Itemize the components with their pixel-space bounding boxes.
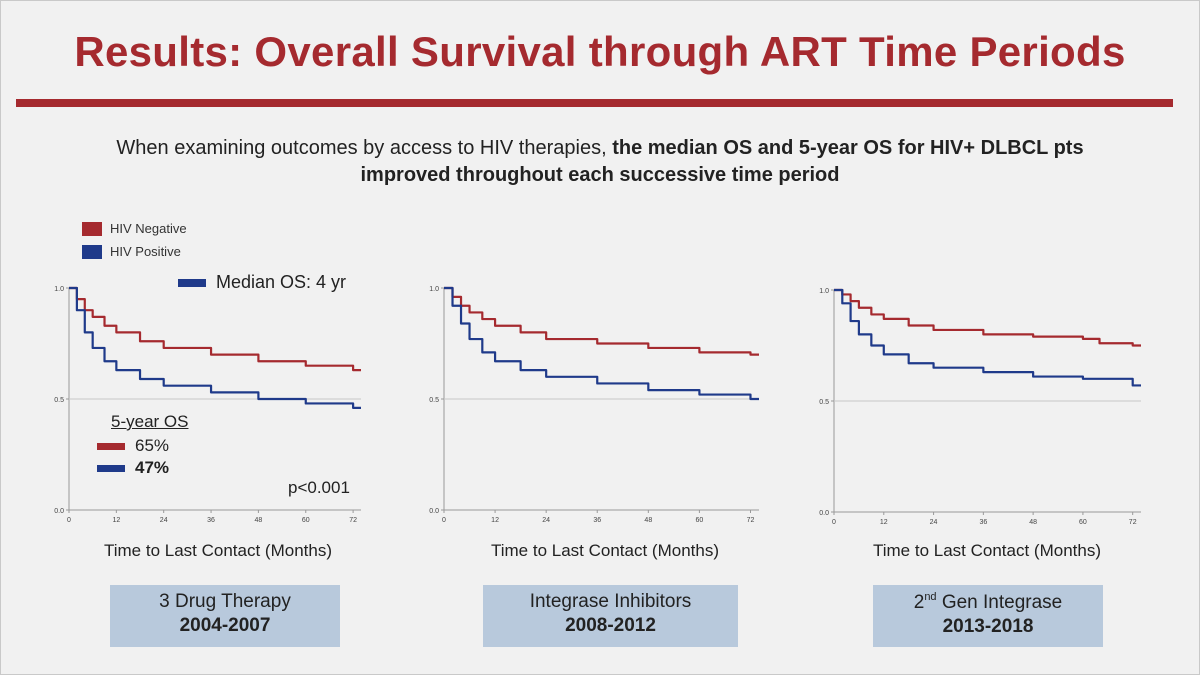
- y-tick-label: 1.0: [819, 288, 829, 295]
- five-year-value-negative: 65%: [135, 436, 170, 455]
- y-tick-label: 0.0: [819, 510, 829, 517]
- five-year-os-title: 5-year OS: [111, 412, 189, 431]
- y-tick-label: 0.0: [429, 508, 439, 515]
- period-ordinal-suffix-3: nd: [924, 591, 937, 603]
- series-hiv-positive: [834, 288, 1141, 387]
- y-tick-label: 0.5: [819, 399, 829, 406]
- legend-item-negative: HIV Negative: [82, 217, 187, 240]
- median-os-note: Median OS: 4 yr: [178, 272, 346, 293]
- legend: HIV Negative HIV Positive: [82, 217, 187, 263]
- x-tick-label: 72: [1129, 519, 1137, 526]
- period-box-1: 3 Drug Therapy 2004-2007: [110, 585, 340, 647]
- x-tick-label: 36: [979, 519, 987, 526]
- survival-chart-1: 0.0 0.5 1.0 0 12 24 36 48 60 72: [54, 286, 361, 524]
- survival-chart-3: 0.0 0.5 1.0 0 12 24 36 48 60 72: [819, 288, 1141, 526]
- subtitle: When examining outcomes by access to HIV…: [100, 135, 1100, 189]
- series-hiv-negative: [444, 286, 759, 356]
- five-year-os-negative: 65%: [97, 435, 188, 457]
- y-tick-label: 0.0: [54, 508, 64, 515]
- five-year-swatch-positive: [97, 464, 125, 472]
- chart-panel-3: 0.0 0.5 1.0 0 12 24 36 48 60 72: [810, 270, 1141, 530]
- x-tick-label: 24: [542, 517, 550, 524]
- x-tick-label: 60: [1079, 519, 1087, 526]
- period-box-3: 2nd Gen Integrase 2013-2018: [873, 585, 1103, 647]
- y-tick-label: 0.5: [54, 397, 64, 404]
- legend-item-positive: HIV Positive: [82, 240, 187, 263]
- five-year-os-box: 5-year OS 65% 47%: [97, 412, 188, 479]
- legend-label-positive: HIV Positive: [110, 244, 181, 259]
- x-axis-label-2: Time to Last Contact (Months): [490, 541, 719, 560]
- x-tick-label: 48: [644, 517, 652, 524]
- legend-swatch-negative: [82, 221, 102, 236]
- subtitle-plain: When examining outcomes by access to HIV…: [116, 137, 613, 159]
- x-tick-label: 36: [593, 517, 601, 524]
- x-tick-label: 0: [442, 517, 446, 524]
- period-name-3: 2nd Gen Integrase: [873, 591, 1103, 614]
- p-value: p<0.001: [288, 478, 350, 497]
- x-tick-label: 48: [255, 517, 263, 524]
- x-tick-label: 12: [491, 517, 499, 524]
- period-name-2: Integrase Inhibitors: [529, 591, 692, 612]
- x-tick-label: 24: [930, 519, 938, 526]
- x-tick-label: 12: [112, 517, 120, 524]
- legend-label-negative: HIV Negative: [110, 221, 187, 236]
- median-os-text: Median OS: 4 yr: [216, 272, 347, 292]
- x-tick-label: 60: [696, 517, 704, 524]
- period-years-1: 2004-2007: [179, 615, 271, 636]
- period-years-3: 2013-2018: [942, 616, 1034, 637]
- median-os-swatch: [178, 278, 206, 287]
- series-hiv-negative: [69, 286, 361, 372]
- slide-title: Results: Overall Survival through ART Ti…: [74, 28, 1126, 75]
- x-tick-label: 24: [160, 517, 168, 524]
- y-tick-label: 1.0: [54, 286, 64, 293]
- chart-panel-1: 0.0 0.5 1.0 0 12 24 36 48 60 72: [45, 270, 375, 530]
- five-year-value-positive: 47%: [135, 458, 170, 477]
- series-hiv-positive: [444, 286, 759, 401]
- series-hiv-negative: [834, 288, 1141, 347]
- period-years-2: 2008-2012: [565, 615, 656, 636]
- x-tick-label: 0: [67, 517, 71, 524]
- y-tick-label: 0.5: [429, 397, 439, 404]
- legend-swatch-positive: [82, 244, 102, 259]
- period-ordinal-3: 2nd: [913, 591, 937, 613]
- x-tick-label: 0: [832, 519, 836, 526]
- subtitle-bold: the median OS and 5-year OS for HIV+ DLB…: [360, 137, 1084, 186]
- x-tick-label: 48: [1029, 519, 1037, 526]
- period-ordinal-number-3: 2: [913, 592, 925, 613]
- y-tick-label: 1.0: [429, 286, 439, 293]
- x-tick-label: 12: [880, 519, 888, 526]
- survival-chart-2: 0.0 0.5 1.0 0 12 24 36 48 60 72: [429, 286, 759, 524]
- chart-panel-2: 0.0 0.5 1.0 0 12 24 36 48 60 72: [420, 270, 759, 530]
- x-tick-label: 72: [349, 517, 357, 524]
- period-name-1: 3 Drug Therapy: [159, 591, 291, 612]
- x-axis-label-3: Time to Last Contact (Months): [872, 541, 1101, 560]
- five-year-os-positive: 47%: [97, 457, 188, 479]
- five-year-swatch-negative: [97, 442, 125, 450]
- x-tick-label: 72: [747, 517, 755, 524]
- period-box-2: Integrase Inhibitors 2008-2012: [483, 585, 738, 647]
- period-name-rest-3: Gen Integrase: [936, 592, 1063, 613]
- x-tick-label: 60: [302, 517, 310, 524]
- title-underline: [16, 99, 1173, 107]
- x-tick-label: 36: [207, 517, 215, 524]
- x-axis-label-1: Time to Last Contact (Months): [103, 541, 332, 560]
- series-hiv-positive: [69, 286, 361, 409]
